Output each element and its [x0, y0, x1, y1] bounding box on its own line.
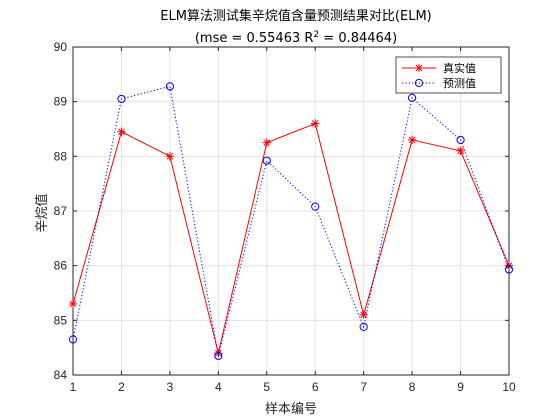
series-1-point-0-circle	[68, 335, 78, 344]
y-tick-label-1: 85	[54, 313, 68, 327]
x-tick-label-4: 5	[263, 380, 270, 394]
x-tick-label-6: 7	[360, 380, 367, 394]
series-0-point-2-d2	[166, 152, 174, 160]
series-1-point-7	[408, 93, 417, 102]
series-1-point-6	[359, 322, 368, 331]
series-0-point-0-d2	[69, 300, 77, 308]
series-0-line	[72, 122, 510, 354]
legend-label-1: 预测值	[443, 77, 476, 90]
y-tick-label-6: 90	[54, 40, 68, 54]
y-tick-label-5: 89	[54, 95, 68, 109]
y-axis-label: 辛烷值	[34, 193, 50, 232]
series-0-point-5-d2	[311, 120, 319, 127]
legend-marker-1-circle	[414, 78, 424, 88]
x-tick-label-3: 4	[215, 380, 222, 394]
subtitle-suffix: = 0.84464)	[319, 31, 397, 46]
series-1-point-4	[262, 156, 271, 165]
series-0-point-8-d2	[457, 147, 464, 155]
series-0-point-1-d2	[118, 128, 125, 136]
series-0-point-4	[262, 138, 271, 147]
series-1-point-9	[504, 265, 514, 274]
series-1-point-5-circle	[311, 202, 320, 211]
y-tick-label-3: 87	[54, 204, 68, 218]
series-0-point-7	[407, 135, 417, 145]
series-0-point-5	[311, 119, 320, 128]
legend-box	[395, 56, 502, 94]
series-1-point-1	[117, 94, 126, 104]
x-axis-label: 样本编号	[265, 402, 317, 417]
series-0-point-7-d2	[408, 136, 416, 144]
legend-marker-0	[414, 63, 424, 73]
x-tick-label-7: 8	[409, 380, 416, 394]
x-tick-label-2: 3	[167, 380, 174, 394]
series-0-point-6	[359, 310, 368, 320]
series-1-point-8-circle	[456, 135, 465, 145]
subtitle-prefix: (mse = 0.55463 R	[195, 31, 314, 46]
series-0-point-1	[117, 127, 126, 136]
x-tick-label-5: 6	[312, 380, 319, 394]
series-0-point-8	[456, 146, 465, 156]
series-0-point-4-d2	[263, 139, 271, 147]
chart-subtitle: (mse = 0.55463 R2 = 0.84464)	[195, 30, 397, 46]
x-tick-label-8: 9	[457, 380, 464, 394]
series-1-point-0	[68, 335, 78, 344]
y-tick-label-4: 88	[54, 149, 68, 163]
series-1-point-2-circle	[165, 82, 174, 91]
series-1-point-8	[456, 135, 465, 145]
series-0-point-6-d2	[360, 311, 368, 319]
series-0-point-0	[68, 299, 78, 309]
y-tick-label-0: 84	[54, 368, 68, 382]
series-1-point-6-circle	[359, 322, 368, 331]
x-tick-label-0: 1	[70, 380, 77, 394]
legend-marker-1	[414, 78, 424, 88]
chart-title: ELM算法测试集辛烷值含量预测结果对比(ELM)	[160, 8, 432, 24]
series-1-point-2	[165, 82, 174, 91]
series-1-point-7-circle	[408, 93, 417, 102]
series-1-point-9-circle	[504, 265, 514, 274]
series-1-point-4-circle	[262, 156, 271, 165]
legend-marker-0-d2	[415, 64, 423, 72]
series-0-point-3-d2	[214, 349, 222, 357]
series-0-point-2	[165, 152, 175, 161]
series-1-point-5	[311, 202, 320, 211]
series-1-point-1-circle	[117, 94, 126, 104]
axes-box	[72, 46, 510, 376]
legend-label-0: 真实值	[443, 61, 476, 75]
x-tick-label-9: 10	[502, 380, 516, 394]
subtitle-superscript: 2	[313, 30, 319, 40]
x-tick-label-1: 2	[118, 380, 125, 394]
series-1-point-3	[214, 351, 223, 360]
series-1-point-3-circle	[214, 351, 223, 360]
y-tick-label-2: 86	[54, 259, 68, 273]
